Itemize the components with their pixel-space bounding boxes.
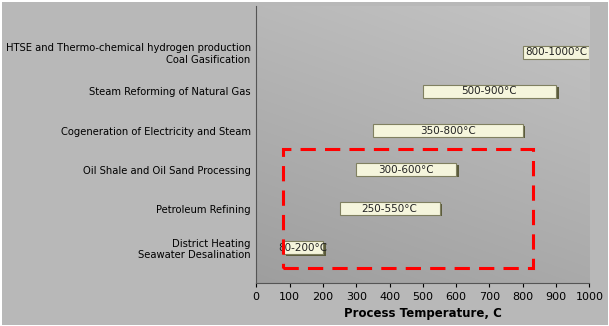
Text: 350-800°C: 350-800°C	[420, 126, 476, 136]
Bar	[342, 204, 442, 216]
Bar	[283, 149, 533, 268]
Bar	[376, 126, 526, 138]
Bar	[373, 124, 523, 137]
Bar	[456, 165, 459, 177]
Bar	[286, 243, 326, 256]
Bar	[523, 126, 526, 138]
Bar	[526, 48, 592, 60]
X-axis label: Process Temperature, C: Process Temperature, C	[344, 307, 502, 320]
Bar	[323, 243, 326, 256]
Bar	[590, 48, 592, 60]
Text: 80-200°C: 80-200°C	[278, 243, 328, 253]
Bar	[556, 87, 559, 99]
Text: 500-900°C: 500-900°C	[462, 86, 517, 96]
Bar	[523, 46, 590, 59]
Bar	[426, 87, 559, 99]
Bar	[440, 204, 442, 216]
Bar	[340, 202, 440, 215]
Text: 300-600°C: 300-600°C	[378, 165, 434, 175]
Bar	[356, 163, 456, 176]
Bar	[359, 165, 459, 177]
Text: 250-550°C: 250-550°C	[362, 204, 417, 214]
Bar	[423, 85, 556, 98]
Bar	[283, 242, 323, 254]
Text: 800-1000°C: 800-1000°C	[525, 47, 587, 57]
